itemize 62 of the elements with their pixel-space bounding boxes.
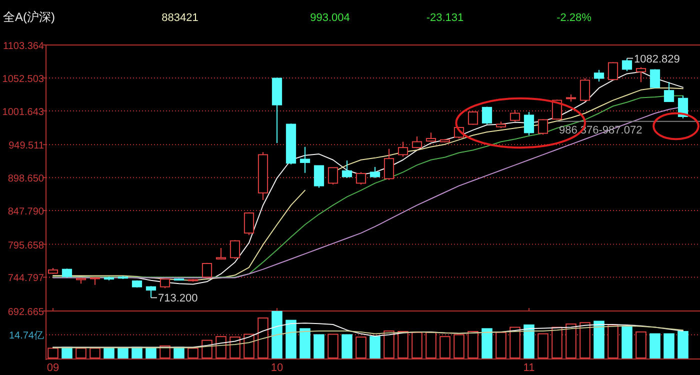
annotation: 1082.829	[634, 53, 680, 66]
bar	[244, 334, 254, 358]
y-tick-label: 1001.643	[2, 106, 44, 118]
bar	[90, 348, 100, 358]
bar	[356, 336, 366, 358]
bar	[538, 333, 548, 358]
y-tick-label: 1052.503	[2, 74, 44, 85]
text: 883421	[162, 12, 198, 24]
bar	[566, 324, 576, 358]
bar	[328, 334, 338, 358]
x-tick-label: 09	[46, 362, 60, 374]
text: 993.004	[310, 12, 350, 24]
bar	[678, 330, 688, 358]
bar	[468, 330, 478, 358]
bar	[496, 332, 506, 358]
bar	[622, 326, 632, 358]
bar	[636, 331, 646, 358]
bar	[146, 348, 156, 358]
annotation: 713.200	[158, 292, 198, 305]
y-tick-label: 898.650	[8, 174, 44, 185]
bar	[510, 326, 520, 358]
chart-title: 全A(沪深)	[3, 10, 55, 24]
bar	[272, 310, 282, 358]
bar	[118, 348, 128, 358]
x-tick-label: 11	[523, 362, 535, 374]
bar	[664, 333, 674, 358]
ref-line-label: 14.74亿	[8, 330, 44, 342]
bar	[48, 348, 58, 358]
y-tick-label: 1103.364	[3, 41, 44, 52]
bar	[258, 317, 268, 358]
bar	[286, 320, 296, 358]
bar	[412, 332, 422, 358]
bar	[580, 322, 590, 358]
bar	[384, 330, 394, 358]
y-tick-label: 795.658	[8, 240, 44, 252]
bar	[524, 324, 534, 358]
y-tick-label: 692.665	[8, 307, 44, 318]
bar	[454, 334, 464, 358]
bar	[440, 336, 450, 358]
y-tick-label: 949.511	[8, 140, 44, 152]
bar	[230, 336, 240, 358]
y-tick-label: 744.797	[8, 273, 44, 284]
text: -2.28%	[556, 12, 592, 24]
bar	[608, 324, 618, 358]
candlestick	[300, 146, 310, 174]
bar	[426, 332, 436, 358]
bar	[398, 330, 408, 358]
bar	[552, 326, 562, 358]
bar	[188, 348, 198, 358]
y-tick-label: 847.790	[8, 206, 44, 218]
bar	[594, 320, 604, 358]
x-tick-label: 10	[270, 362, 284, 374]
bar	[314, 334, 324, 358]
bar	[104, 348, 114, 358]
bar	[650, 333, 660, 358]
bar	[76, 348, 86, 358]
bar	[216, 336, 226, 358]
bar	[482, 328, 492, 358]
text: -23.131	[426, 12, 464, 24]
bar	[300, 328, 310, 358]
bar	[370, 336, 380, 358]
bar	[342, 334, 352, 358]
